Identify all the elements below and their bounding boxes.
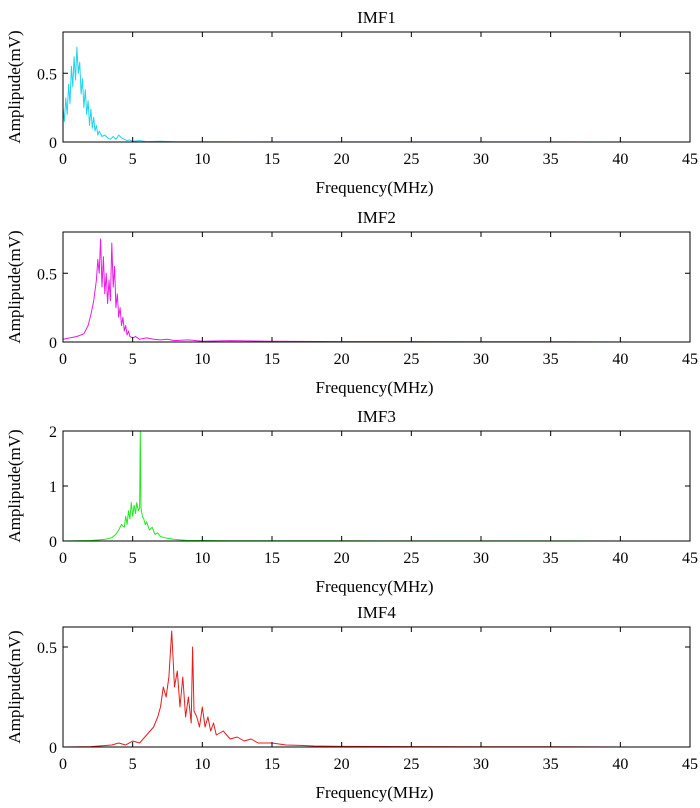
y-tick-label-2-0: 0 <box>49 335 57 352</box>
series-line-2-1 <box>62 238 635 343</box>
x-tick-label-2-5: 5 <box>129 351 137 368</box>
y-tick-label-2-1: 0.5 <box>37 266 57 283</box>
x-tick-label-1-5: 5 <box>129 151 137 168</box>
x-tick-label-3-10: 10 <box>194 550 210 567</box>
x-tick-label-3-45: 45 <box>682 550 698 567</box>
x-tick-label-4-10: 10 <box>194 756 210 773</box>
series-line-1-1 <box>62 46 635 143</box>
plot-frame-3 <box>62 430 691 542</box>
x-tick-label-3-15: 15 <box>264 550 280 567</box>
chart-title-4: IMF4 <box>357 603 396 622</box>
x-axis-label-1: Frequency(MHz) <box>315 178 433 197</box>
x-tick-label-2-35: 35 <box>543 351 559 368</box>
x-axis-label-3: Frequency(MHz) <box>315 577 433 596</box>
x-tick-label-2-25: 25 <box>403 351 419 368</box>
y-axis-label-2: Amplipude(mV) <box>5 230 24 343</box>
y-axis-label-1: Amplipude(mV) <box>5 30 24 143</box>
x-tick-label-2-10: 10 <box>194 351 210 368</box>
series-line-3-1 <box>62 430 635 542</box>
x-tick-label-4-45: 45 <box>682 756 698 773</box>
chart-title-1: IMF1 <box>357 8 396 27</box>
x-tick-label-3-40: 40 <box>612 550 628 567</box>
x-tick-label-1-15: 15 <box>264 151 280 168</box>
x-tick-label-3-20: 20 <box>334 550 350 567</box>
plot-panel-2: 0 5 10 15 20 25 30 35 40 45 0 0.5 IMF2 Frequency(MHz)… <box>5 208 698 397</box>
x-tick-label-2-40: 40 <box>612 351 628 368</box>
x-tick-label-3-25: 25 <box>403 550 419 567</box>
plot-frame-2 <box>62 231 691 343</box>
x-tick-label-4-0: 0 <box>59 756 67 773</box>
series-line-4-1 <box>62 630 635 748</box>
x-tick-label-4-5: 5 <box>129 756 137 773</box>
y-axis-label-3: Amplipude(mV) <box>5 429 24 542</box>
x-tick-label-4-25: 25 <box>403 756 419 773</box>
x-axis-label-2: Frequency(MHz) <box>315 378 433 397</box>
y-tick-label-4-0: 0 <box>49 740 57 757</box>
x-tick-label-2-0: 0 <box>59 351 67 368</box>
x-tick-label-4-15: 15 <box>264 756 280 773</box>
x-tick-label-3-5: 5 <box>129 550 137 567</box>
y-tick-label-3-1: 1 <box>49 479 57 496</box>
plot-frame-1 <box>62 31 691 143</box>
y-tick-label-4-1: 0.5 <box>37 640 57 657</box>
plot-panel-1: 0 5 10 15 20 25 30 35 40 45 0 0.5 IMF1 Frequency(MHz)… <box>5 8 698 197</box>
y-tick-label-1-1: 0.5 <box>37 66 57 83</box>
plot-frame-4 <box>62 626 691 748</box>
x-tick-label-2-15: 15 <box>264 351 280 368</box>
x-axis-label-4: Frequency(MHz) <box>315 783 433 802</box>
x-tick-label-1-20: 20 <box>334 151 350 168</box>
chart-title-3: IMF3 <box>357 407 396 426</box>
x-tick-label-1-30: 30 <box>473 151 489 168</box>
x-tick-label-3-0: 0 <box>59 550 67 567</box>
x-tick-label-2-20: 20 <box>334 351 350 368</box>
y-axis-label-4: Amplipude(mV) <box>5 630 24 743</box>
y-tick-label-3-2: 2 <box>49 424 57 441</box>
x-tick-label-1-10: 10 <box>194 151 210 168</box>
x-tick-label-1-0: 0 <box>59 151 67 168</box>
x-tick-label-4-40: 40 <box>612 756 628 773</box>
x-tick-label-4-35: 35 <box>543 756 559 773</box>
plot-panel-4: 0 5 10 15 20 25 30 35 40 45 0 0.5 IMF4 Frequency(MHz)… <box>5 603 698 802</box>
y-tick-label-3-0: 0 <box>49 534 57 551</box>
x-tick-label-1-40: 40 <box>612 151 628 168</box>
x-tick-label-3-35: 35 <box>543 550 559 567</box>
x-tick-label-1-35: 35 <box>543 151 559 168</box>
chart-title-2: IMF2 <box>357 208 396 227</box>
plot-panel-3: 0 5 10 15 20 25 30 35 40 45 0 1 2 IMF3 Frequency(MHz) A… <box>5 407 698 596</box>
x-tick-label-2-45: 45 <box>682 351 698 368</box>
x-tick-label-4-30: 30 <box>473 756 489 773</box>
y-tick-label-1-0: 0 <box>49 135 57 152</box>
x-tick-label-2-30: 30 <box>473 351 489 368</box>
x-tick-label-3-30: 30 <box>473 550 489 567</box>
x-tick-label-4-20: 20 <box>334 756 350 773</box>
x-tick-label-1-45: 45 <box>682 151 698 168</box>
x-tick-label-1-25: 25 <box>403 151 419 168</box>
